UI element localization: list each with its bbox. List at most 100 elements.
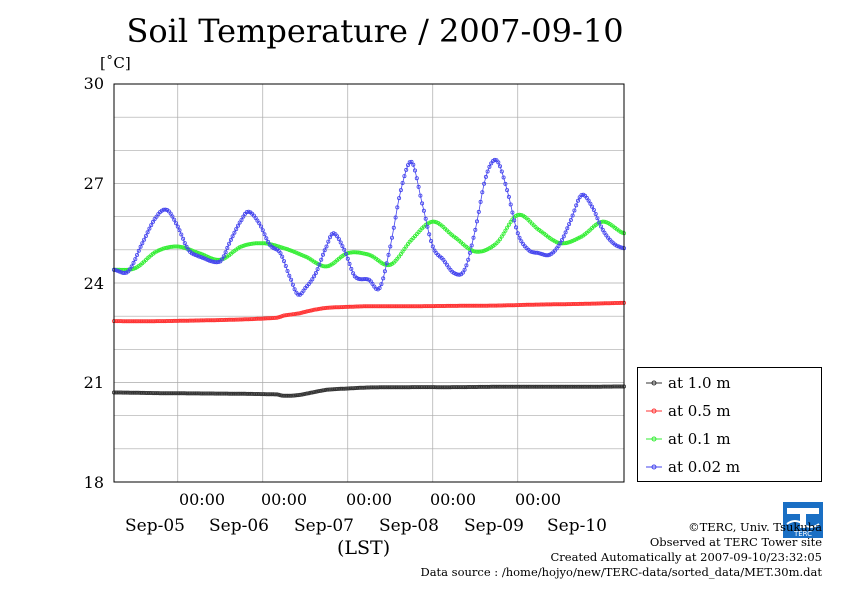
data-point [292, 249, 297, 254]
data-point [285, 268, 290, 273]
data-point [554, 240, 559, 245]
copyright-text: ©TERC, Univ. Tsukuba [688, 520, 822, 534]
data-point [457, 272, 462, 277]
data-point [177, 318, 182, 323]
legend-label: at 0.5 m [668, 402, 731, 420]
data-point [359, 385, 364, 390]
data-point [239, 244, 244, 249]
data-point [352, 386, 357, 391]
data-point [312, 390, 317, 395]
data-point [618, 245, 623, 250]
data-point [257, 391, 262, 396]
data-point [327, 235, 332, 240]
data-point [317, 388, 322, 393]
data-point [384, 261, 389, 266]
data-point [255, 218, 260, 223]
data-point [262, 316, 267, 321]
data-point [352, 304, 357, 309]
data-point [299, 392, 304, 397]
data-point [273, 392, 278, 397]
data-point [398, 188, 403, 193]
data-point [157, 319, 162, 324]
y-tick-label: 24 [83, 274, 104, 293]
data-point [181, 236, 186, 241]
data-point [134, 252, 139, 257]
legend: at 1.0 m at 0.5 m at 0.1 m at 0.02 m [637, 367, 822, 482]
data-point [478, 199, 483, 204]
data-point [599, 224, 604, 229]
data-point [503, 181, 508, 186]
data-point [425, 224, 430, 229]
data-point [255, 316, 260, 321]
data-point [535, 302, 540, 307]
data-point [140, 241, 145, 246]
data-point [296, 311, 301, 316]
series-layer [112, 157, 627, 398]
data-point [584, 301, 589, 306]
data-point [327, 305, 332, 310]
data-point [117, 319, 122, 324]
data-point [175, 224, 180, 229]
data-point [460, 270, 465, 275]
data-point [342, 304, 347, 309]
created-text: Created Automatically at 2007-09-10/23:3… [550, 550, 823, 564]
data-point [342, 247, 347, 252]
data-point [512, 303, 517, 308]
data-point [499, 169, 504, 174]
data-point [517, 235, 522, 240]
data-point [312, 274, 317, 279]
data-point [492, 157, 497, 162]
data-point [570, 213, 575, 218]
data-point [377, 285, 382, 290]
data-point [455, 272, 460, 277]
data-point [497, 164, 502, 169]
data-point [276, 315, 281, 320]
data-point [576, 198, 581, 203]
data-point [343, 251, 348, 256]
data-point [287, 312, 292, 317]
data-point [127, 390, 132, 395]
data-point [278, 245, 283, 250]
data-point [163, 207, 168, 212]
data-point [177, 391, 182, 396]
data-point [602, 230, 607, 235]
data-point [216, 259, 221, 264]
data-point [179, 232, 184, 237]
data-point [301, 288, 306, 293]
data-point [347, 261, 352, 266]
data-point [170, 391, 175, 396]
data-point [565, 240, 570, 245]
data-point [464, 263, 469, 268]
data-point [246, 242, 251, 247]
data-point [402, 174, 407, 179]
data-point [366, 252, 371, 257]
data-point [416, 184, 421, 189]
data-point [554, 302, 559, 307]
legend-label: at 0.02 m [668, 458, 741, 476]
data-point [501, 231, 506, 236]
data-point [219, 391, 224, 396]
data-point [542, 252, 547, 257]
data-point [591, 207, 596, 212]
grid-lines [114, 84, 624, 482]
data-point [397, 196, 402, 201]
data-point [230, 234, 235, 239]
data-point [147, 319, 152, 324]
data-point [244, 317, 249, 322]
data-point [529, 302, 534, 307]
data-point [363, 251, 368, 256]
data-point [421, 208, 426, 213]
data-point [597, 301, 602, 306]
data-point [280, 314, 285, 319]
terc-logo-icon: TERC [783, 502, 823, 538]
data-point [177, 244, 182, 249]
data-point [260, 228, 265, 233]
data-point [389, 235, 394, 240]
data-point [427, 232, 432, 237]
data-point [119, 270, 124, 275]
data-point [588, 201, 593, 206]
data-point [142, 237, 147, 242]
data-point [214, 260, 219, 265]
data-point [374, 286, 379, 291]
data-point [172, 391, 177, 396]
